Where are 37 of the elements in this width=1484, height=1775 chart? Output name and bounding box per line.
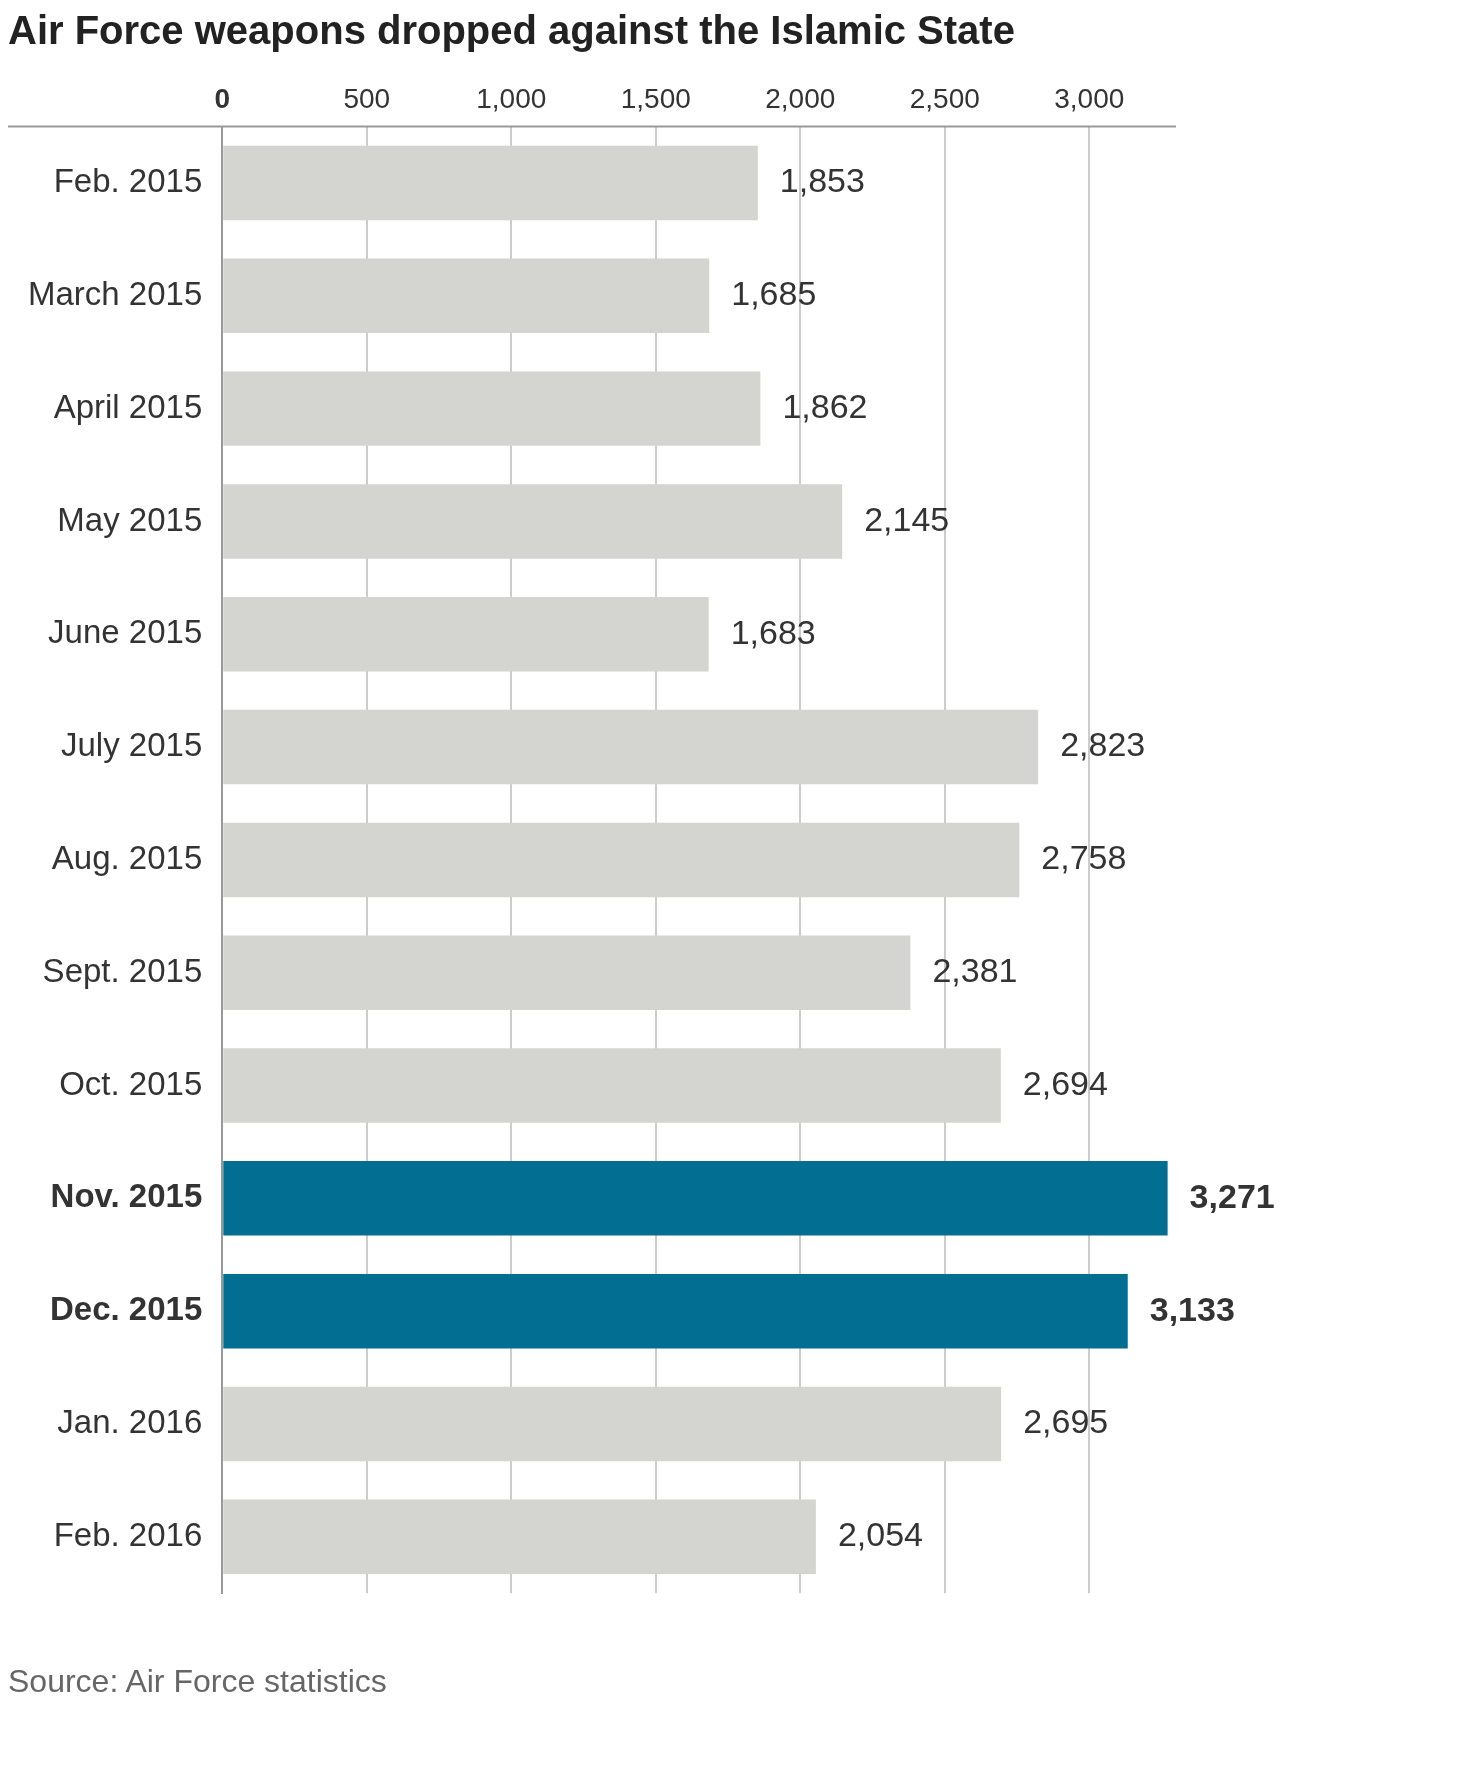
x-tick-label: 2,500	[909, 82, 980, 114]
data-label: 2,054	[837, 1515, 923, 1554]
y-tick-label: May 2015	[57, 500, 203, 538]
y-tick-label: June 2015	[48, 613, 203, 651]
bar	[223, 1161, 1168, 1236]
data-label: 2,823	[1060, 725, 1146, 764]
y-tick-label: Feb. 2015	[53, 162, 203, 200]
data-label: 2,145	[864, 499, 950, 538]
y-tick-label: July 2015	[61, 726, 203, 764]
y-tick-label: April 2015	[53, 387, 203, 425]
data-label: 2,758	[1041, 838, 1127, 877]
x-tick-label: 2,000	[765, 82, 836, 114]
y-tick-label: Feb. 2016	[53, 1515, 203, 1553]
y-tick-label: March 2015	[28, 274, 203, 312]
source-note: Source: Air Force statistics	[8, 1663, 388, 1700]
data-label: 1,683	[730, 612, 816, 651]
x-tick-label: 1,500	[620, 82, 691, 114]
data-label: 3,271	[1189, 1176, 1275, 1215]
y-tick-label: Aug. 2015	[51, 838, 203, 876]
x-tick-label: 3,000	[1054, 82, 1125, 114]
x-tick-label: 500	[343, 82, 391, 114]
data-label: 1,862	[782, 387, 868, 426]
data-label: 2,694	[1022, 1063, 1108, 1102]
data-label: 1,853	[779, 161, 865, 200]
x-tick-label: 0	[214, 82, 231, 114]
data-label: 2,695	[1023, 1402, 1109, 1441]
bar	[223, 1273, 1128, 1349]
chart-title: Air Force weapons dropped against the Islamic State	[8, 8, 1016, 53]
x-tick-label: 1,000	[476, 82, 547, 114]
data-label: 2,381	[932, 951, 1018, 990]
y-tick-label: Dec. 2015	[49, 1290, 203, 1328]
data-label: 3,133	[1149, 1289, 1235, 1328]
data-label: 1,685	[731, 274, 817, 313]
y-tick-label: Oct. 2015	[59, 1064, 203, 1102]
y-tick-label: Jan. 2016	[57, 1403, 203, 1441]
y-tick-label: Sept. 2015	[42, 951, 203, 989]
y-tick-label: Nov. 2015	[50, 1177, 203, 1215]
